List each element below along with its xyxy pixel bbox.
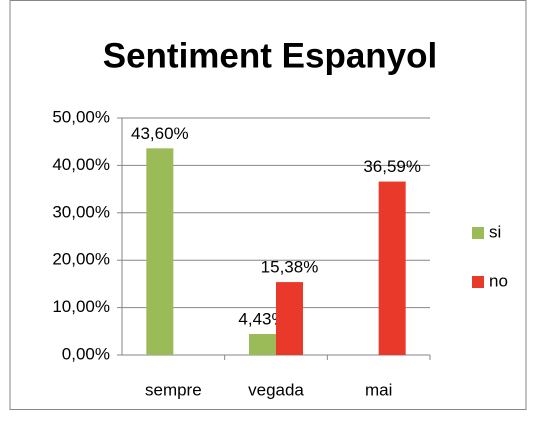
x-tick-label: mai: [365, 380, 392, 399]
data-label: 15,38%: [261, 258, 319, 277]
y-tick-label: 20,00%: [52, 250, 110, 269]
legend-label: no: [489, 271, 508, 290]
legend-swatch: [472, 227, 484, 239]
y-tick-label: 40,00%: [52, 155, 110, 174]
legend-label: si: [489, 222, 501, 241]
legend-swatch: [472, 276, 484, 288]
bar: [276, 282, 303, 355]
bar: [249, 334, 276, 355]
bar: [146, 148, 174, 355]
data-label: 36,59%: [363, 157, 421, 176]
data-label: 4,43%: [238, 309, 286, 328]
y-tick-label: 50,00%: [52, 107, 110, 126]
y-tick-label: 30,00%: [52, 202, 110, 221]
bar: [378, 181, 406, 355]
x-tick-label: vegada: [248, 380, 304, 399]
x-tick-label: sempre: [145, 380, 202, 399]
chart-title: Sentiment Espanyol: [103, 36, 438, 75]
y-tick-label: 0,00%: [62, 344, 110, 363]
data-label: 43,60%: [131, 124, 189, 143]
y-tick-label: 10,00%: [52, 297, 110, 316]
